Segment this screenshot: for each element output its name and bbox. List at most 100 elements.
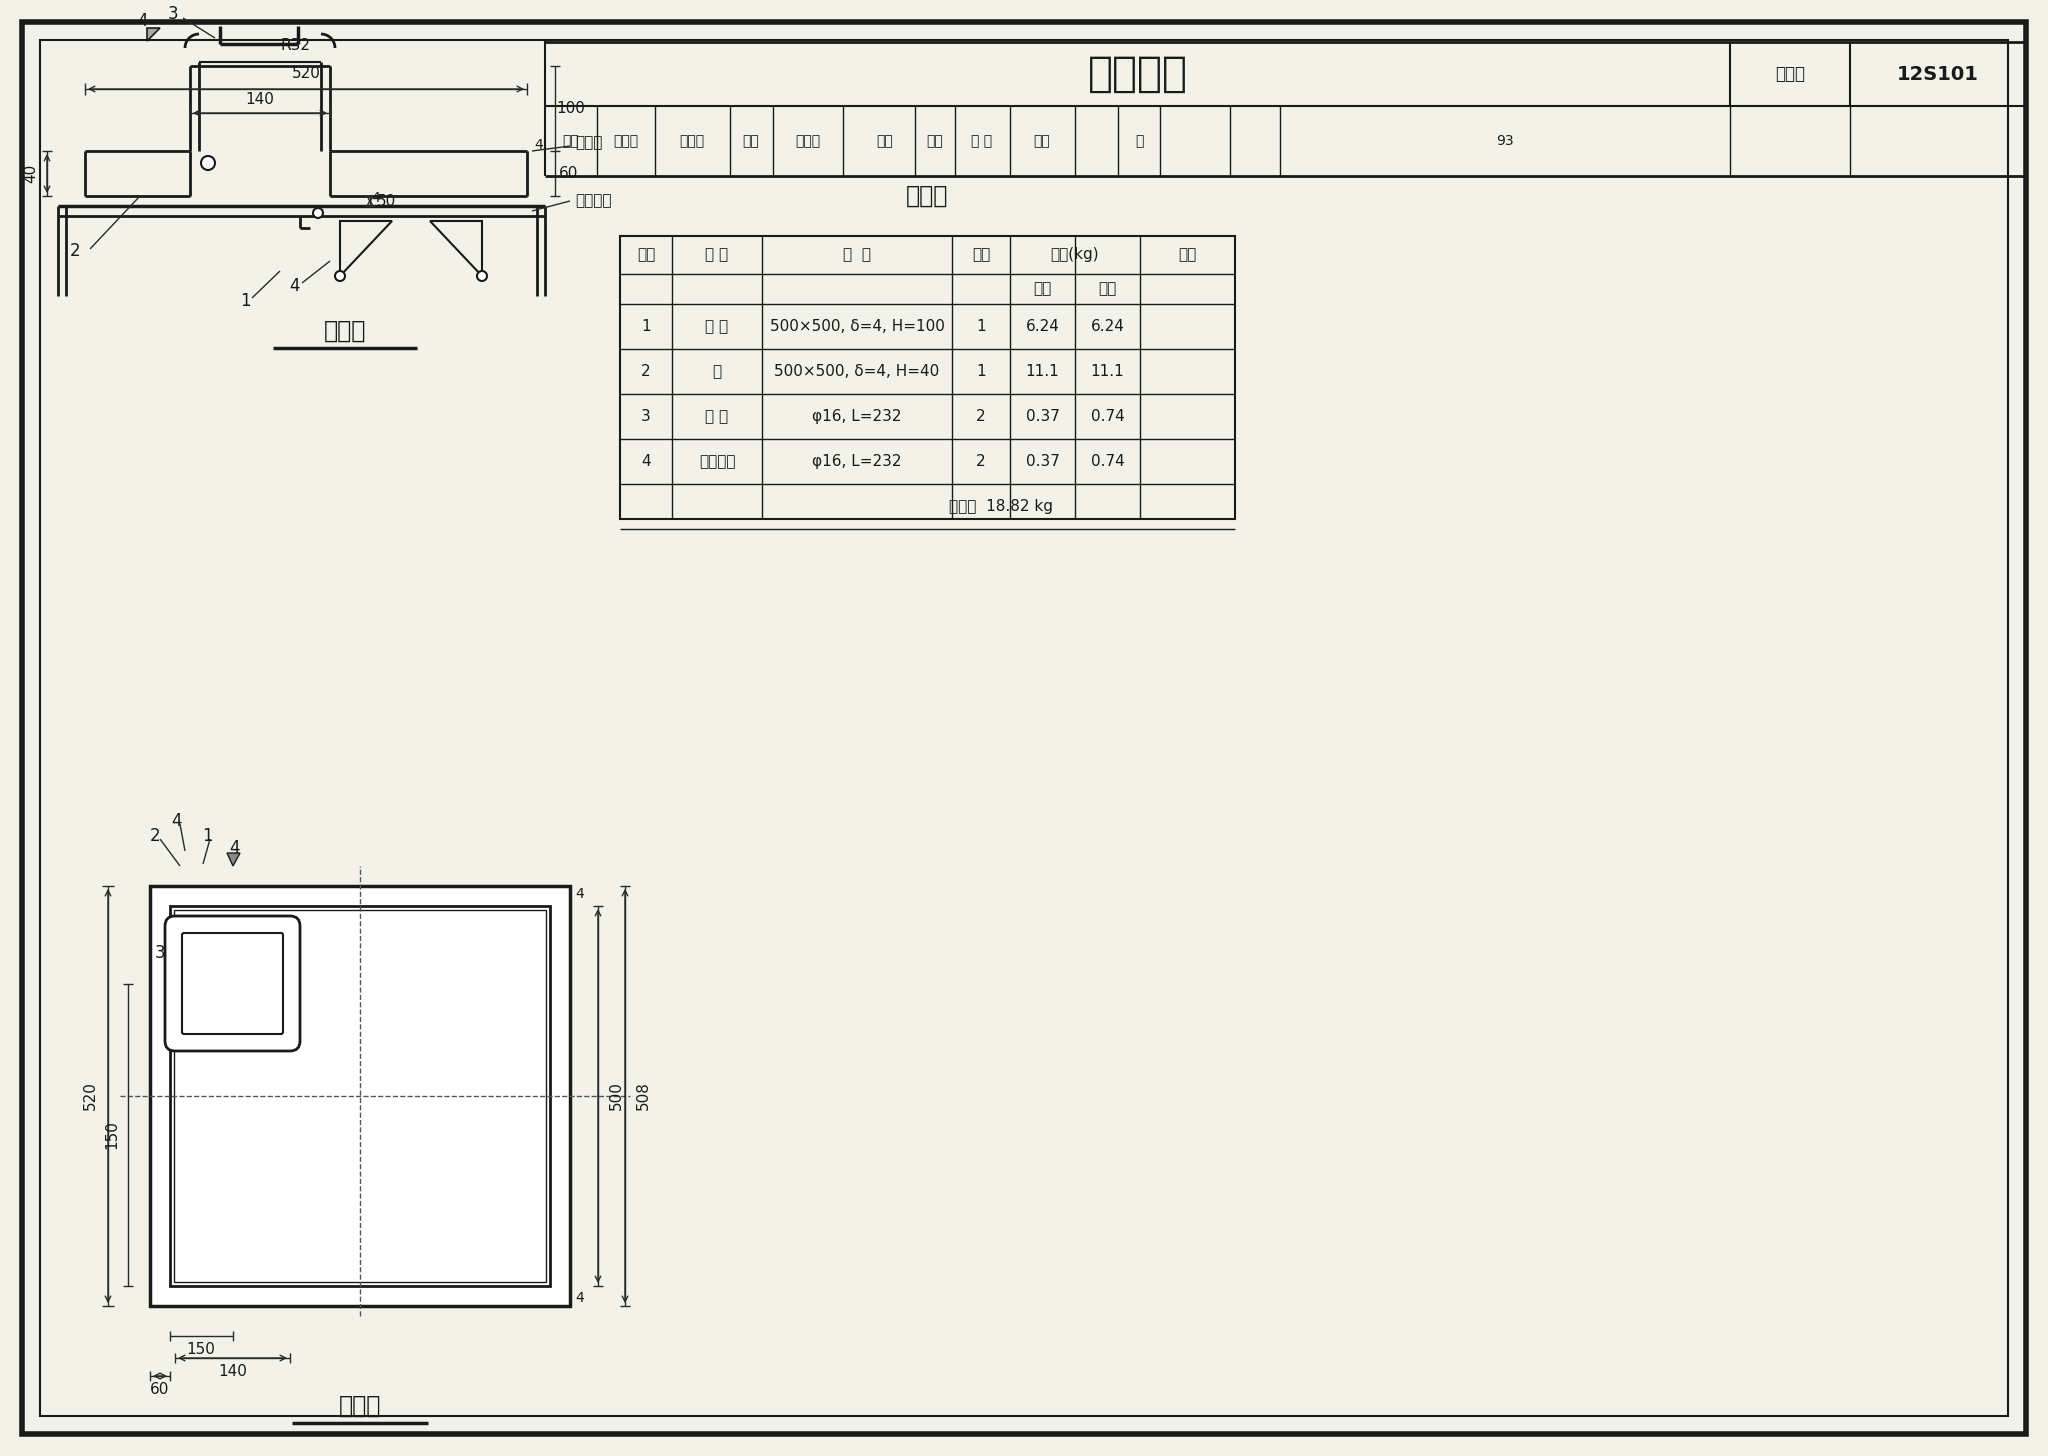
Text: 520: 520 xyxy=(291,67,319,82)
Bar xyxy=(174,910,547,1281)
Circle shape xyxy=(201,156,215,170)
Text: 钱路: 钱路 xyxy=(877,134,893,149)
Text: 4: 4 xyxy=(535,138,543,151)
Text: 数量: 数量 xyxy=(973,248,989,262)
Text: 2: 2 xyxy=(977,409,985,424)
Text: φ16, L=232: φ16, L=232 xyxy=(813,409,901,424)
Text: 4: 4 xyxy=(575,887,584,901)
Text: 1: 1 xyxy=(641,319,651,333)
Circle shape xyxy=(336,271,344,281)
Text: 3: 3 xyxy=(156,945,166,962)
Text: 1: 1 xyxy=(240,293,250,310)
Text: 150: 150 xyxy=(104,1120,119,1149)
Text: 审核: 审核 xyxy=(563,134,580,149)
Text: 单重: 单重 xyxy=(1034,281,1051,297)
Text: 名 称: 名 称 xyxy=(705,248,729,262)
Text: 0.74: 0.74 xyxy=(1092,409,1124,424)
FancyBboxPatch shape xyxy=(166,916,299,1051)
Text: 白金多: 白金多 xyxy=(680,134,705,149)
Text: 40: 40 xyxy=(23,165,39,183)
Text: φ16, L=232: φ16, L=232 xyxy=(813,454,901,469)
Text: 4: 4 xyxy=(229,839,240,858)
Bar xyxy=(150,1287,569,1306)
Text: 设计: 设计 xyxy=(926,134,944,149)
Text: 4: 4 xyxy=(575,1291,584,1305)
Text: 材料表: 材料表 xyxy=(907,183,948,208)
Text: 140: 140 xyxy=(246,93,274,108)
Bar xyxy=(322,67,330,150)
Text: 4: 4 xyxy=(172,812,182,830)
Text: R32: R32 xyxy=(281,38,309,54)
Text: 4: 4 xyxy=(137,12,147,31)
Text: 筒 体: 筒 体 xyxy=(705,319,729,333)
Text: 任放: 任放 xyxy=(1034,134,1051,149)
Text: 11.1: 11.1 xyxy=(1026,364,1059,379)
Text: 6.24: 6.24 xyxy=(1026,319,1059,333)
Text: 150: 150 xyxy=(186,1342,215,1357)
Text: 0.37: 0.37 xyxy=(1026,454,1059,469)
Bar xyxy=(190,67,199,150)
Text: 6.24: 6.24 xyxy=(1092,319,1124,333)
Text: 把 手: 把 手 xyxy=(705,409,729,424)
Text: 共重: 共重 xyxy=(1098,281,1116,297)
Text: 重量(kg): 重量(kg) xyxy=(1051,248,1100,262)
Text: 立面图: 立面图 xyxy=(324,319,367,344)
Text: 水箱人孔: 水箱人孔 xyxy=(1087,52,1188,95)
Text: 60: 60 xyxy=(150,1383,170,1398)
Text: 锁链孔把: 锁链孔把 xyxy=(698,454,735,469)
Text: 盖: 盖 xyxy=(713,364,721,379)
Text: 杨启东: 杨启东 xyxy=(795,134,821,149)
Text: 60: 60 xyxy=(559,166,580,181)
FancyBboxPatch shape xyxy=(182,933,283,1034)
Text: 12S101: 12S101 xyxy=(1896,64,1978,83)
Bar xyxy=(330,151,526,195)
Text: 总重：  18.82 kg: 总重： 18.82 kg xyxy=(950,499,1053,514)
Circle shape xyxy=(477,271,487,281)
Text: 4: 4 xyxy=(289,277,301,296)
Text: 1: 1 xyxy=(201,827,213,844)
Bar xyxy=(551,887,569,1306)
Bar xyxy=(170,906,551,1286)
Circle shape xyxy=(313,208,324,218)
Text: 白金多: 白金多 xyxy=(614,134,639,149)
Text: 508: 508 xyxy=(635,1082,651,1111)
Text: 3: 3 xyxy=(641,409,651,424)
Bar xyxy=(150,887,569,906)
Text: 规  格: 规 格 xyxy=(844,248,870,262)
Text: 2: 2 xyxy=(70,242,80,261)
Text: 3: 3 xyxy=(168,4,178,23)
Text: 图集号: 图集号 xyxy=(1776,66,1804,83)
Text: 2: 2 xyxy=(150,827,160,844)
Bar xyxy=(150,887,170,1306)
Bar xyxy=(86,151,190,195)
Text: 500: 500 xyxy=(608,1082,623,1111)
Text: 500×500, δ=4, H=40: 500×500, δ=4, H=40 xyxy=(774,364,940,379)
Text: 校对: 校对 xyxy=(743,134,760,149)
Text: 备注: 备注 xyxy=(1178,248,1196,262)
Text: 1: 1 xyxy=(977,319,985,333)
Text: 2: 2 xyxy=(641,364,651,379)
Text: 0.74: 0.74 xyxy=(1092,454,1124,469)
Text: 箱顶板: 箱顶板 xyxy=(575,135,602,150)
Polygon shape xyxy=(227,853,240,866)
Text: 140: 140 xyxy=(217,1364,248,1379)
Text: 平面图: 平面图 xyxy=(338,1393,381,1418)
Bar xyxy=(150,887,569,1306)
Text: 11.1: 11.1 xyxy=(1092,364,1124,379)
Text: 任 放: 任 放 xyxy=(971,134,993,149)
Text: 0.37: 0.37 xyxy=(1026,409,1059,424)
Text: 4: 4 xyxy=(371,191,381,205)
Text: 2: 2 xyxy=(977,454,985,469)
Text: 100: 100 xyxy=(557,100,586,116)
Text: 件号: 件号 xyxy=(637,248,655,262)
Text: 50: 50 xyxy=(377,194,395,208)
Text: 520: 520 xyxy=(82,1082,98,1111)
Text: 1: 1 xyxy=(977,364,985,379)
Text: 500×500, δ=4, H=100: 500×500, δ=4, H=100 xyxy=(770,319,944,333)
Text: 93: 93 xyxy=(1497,134,1513,149)
Bar xyxy=(621,236,1235,518)
Text: 人孔型钢: 人孔型钢 xyxy=(575,194,612,208)
Text: 页: 页 xyxy=(1135,134,1143,149)
Text: 4: 4 xyxy=(641,454,651,469)
Polygon shape xyxy=(147,28,160,41)
